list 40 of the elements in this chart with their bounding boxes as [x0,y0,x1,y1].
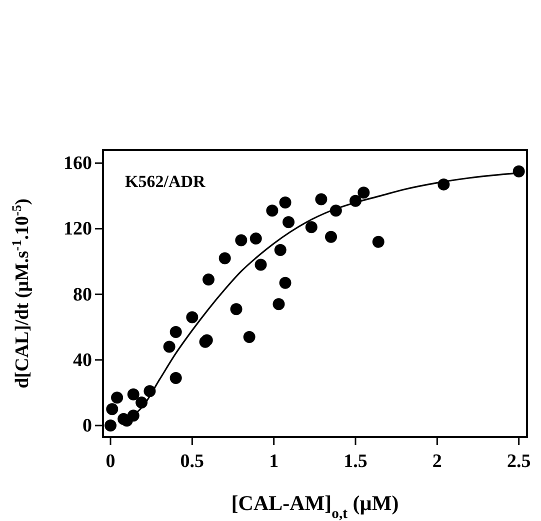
x-tick-label: 2 [432,451,442,472]
point [250,232,262,245]
y-tick-label: 40 [73,350,92,371]
point [243,330,256,343]
point [254,258,267,271]
point [186,311,198,324]
y-tick-label: 120 [64,218,92,240]
annotation: K562/ADR [125,172,206,191]
y-tick-label: 0 [82,416,92,437]
point [202,274,215,286]
point [358,186,370,199]
x-axis-title: [CAL-AM]$_{o,t}$ (µM) [231,491,399,521]
x-tick-label: 0.5 [180,451,204,472]
point [305,221,318,234]
point [325,230,338,243]
point [104,420,117,432]
point [272,298,285,310]
point [163,340,176,353]
point [127,388,140,400]
point [111,392,124,404]
point [282,216,295,228]
x-tick-label: 1.5 [344,451,368,472]
point [218,252,231,264]
point [230,303,242,316]
point [512,165,525,178]
point [315,193,328,206]
x-tick-label: 0 [106,451,116,472]
x-tick-label: 1 [269,451,279,472]
point [372,236,384,248]
y-tick-label: 160 [64,153,92,174]
point [266,204,278,217]
point [170,326,182,338]
x-tick-label: 2.5 [506,451,531,472]
point [106,403,118,416]
point [279,196,292,208]
point [279,276,292,289]
point [274,244,286,256]
y-tick-label: 80 [73,284,92,306]
point [170,372,182,384]
point [235,234,248,246]
